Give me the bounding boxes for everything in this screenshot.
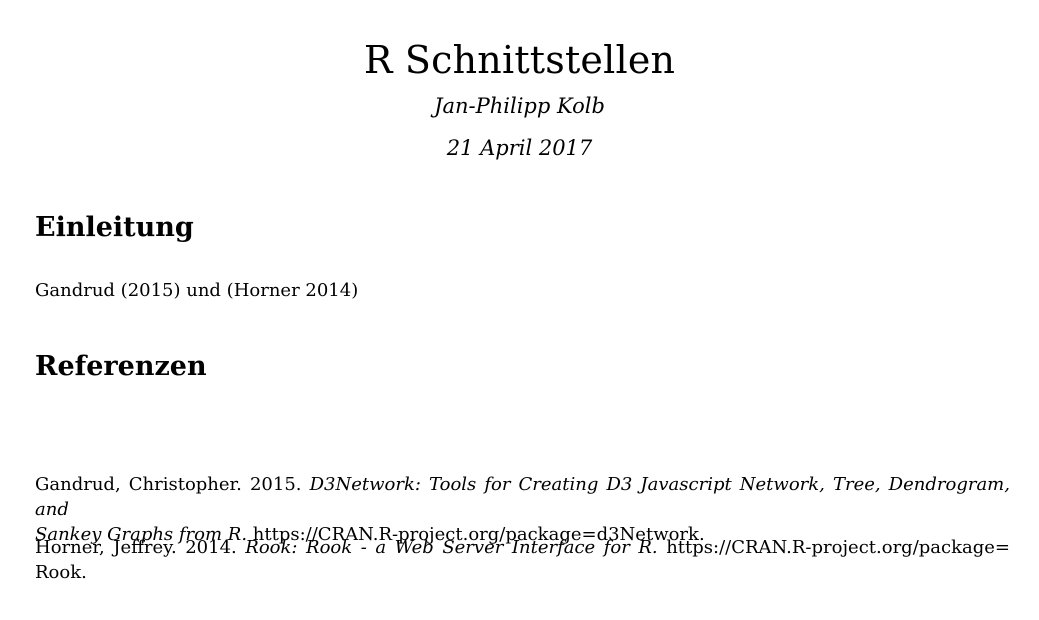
- intro-paragraph: Gandrud (2015) und (Horner 2014): [35, 280, 359, 301]
- reference-entry-horner: Horner, Jeffrey. 2014. Rook: Rook - a We…: [35, 535, 1010, 585]
- document-title: R Schnittstellen: [363, 38, 676, 82]
- reference-line: Sankey Graphs from R. https://CRAN.R-pro…: [35, 522, 1010, 547]
- section-heading-einleitung: Einleitung: [35, 212, 194, 243]
- reference-line: Horner, Jeffrey. 2014. Rook: Rook - a We…: [35, 535, 1010, 560]
- section-heading-referenzen: Referenzen: [35, 351, 207, 382]
- reference-line: Rook.: [35, 560, 1010, 585]
- reference-url-continued[interactable]: Rook.: [35, 562, 87, 583]
- document-author: Jan-Philipp Kolb: [434, 94, 605, 118]
- reference-authors-year: Horner, Jeffrey. 2014.: [35, 537, 237, 558]
- reference-entry-gandrud: Gandrud, Christopher. 2015. D3Network: T…: [35, 472, 1010, 547]
- reference-title: D3Network: Tools for Creating D3 Javascr…: [35, 474, 1010, 520]
- reference-url[interactable]: https://CRAN.R-project.org/package=d3Net…: [252, 524, 705, 545]
- reference-title-continued: Sankey Graphs from R.: [35, 524, 248, 545]
- reference-title: Rook: Rook - a Web Server Interface for …: [245, 537, 658, 558]
- document-date: 21 April 2017: [446, 136, 593, 160]
- reference-authors-year: Gandrud, Christopher. 2015.: [35, 474, 302, 495]
- reference-line: Gandrud, Christopher. 2015. D3Network: T…: [35, 472, 1010, 522]
- reference-url[interactable]: https://CRAN.R-project.org/package=: [666, 537, 1010, 558]
